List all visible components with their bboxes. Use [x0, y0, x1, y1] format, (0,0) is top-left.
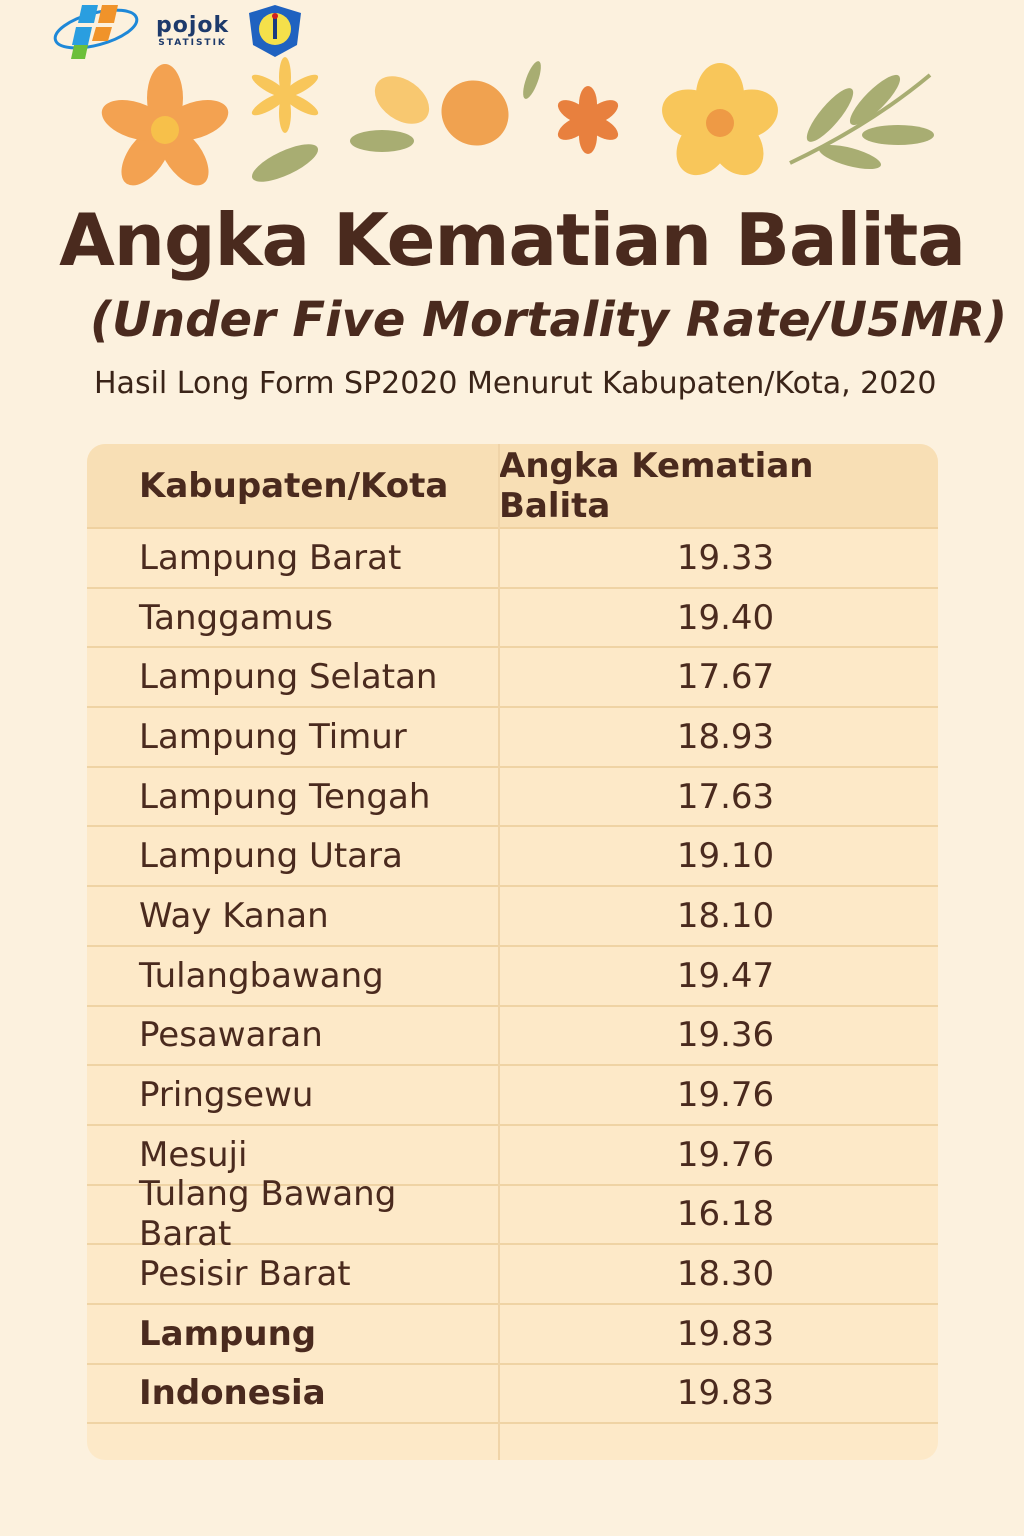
bps-logo	[53, 5, 139, 59]
table-row: Lampung Utara 19.10	[87, 827, 938, 888]
table-row: Lampung Selatan 17.67	[87, 648, 938, 709]
table-row: Lampung Barat 19.33	[87, 529, 938, 589]
mortality-value: 18.10	[676, 895, 775, 936]
region-name: Pringsewu	[139, 1075, 314, 1116]
pojok-statistik-logo: pojok STATISTIK	[156, 12, 230, 48]
table-row: Tulang Bawang Barat 16.18	[87, 1174, 938, 1254]
table-row: Tanggamus 19.40	[87, 589, 938, 649]
table-row: Lampung Timur 18.93	[87, 708, 938, 768]
statistik-text: STATISTIK	[158, 37, 227, 48]
floral-decoration	[101, 57, 934, 186]
region-name: Lampung Barat	[139, 537, 402, 578]
table-row: Lampung Tengah 17.63	[87, 768, 938, 828]
mortality-value: 19.36	[676, 1015, 775, 1056]
mortality-value: 19.40	[676, 597, 775, 638]
column-divider	[498, 444, 500, 1460]
header-region: Kabupaten/Kota	[139, 465, 449, 506]
mortality-value: 17.67	[676, 657, 775, 698]
table-row: Lampung 19.83	[87, 1305, 938, 1365]
mortality-table: Kabupaten/Kota Angka Kematian Balita Lam…	[87, 444, 938, 1460]
region-name: Lampung Timur	[139, 716, 407, 757]
mortality-value: 19.83	[676, 1313, 775, 1354]
region-name: Way Kanan	[139, 895, 329, 936]
logo-bar: pojok STATISTIK	[52, 0, 305, 62]
mortality-value: 17.63	[676, 776, 775, 817]
table-row: Tulangbawang 19.47	[87, 947, 938, 1007]
region-name: Mesuji	[139, 1134, 248, 1175]
region-name: Tulang Bawang Barat	[139, 1174, 397, 1255]
mortality-value: 16.18	[676, 1194, 775, 1235]
region-name: Pesawaran	[139, 1015, 323, 1056]
page-title: Angka Kematian Balita	[59, 198, 966, 282]
region-name: Tulangbawang	[139, 955, 384, 996]
region-name: Tanggamus	[139, 597, 333, 638]
page-subtitle: (Under Five Mortality Rate/U5MR)	[90, 292, 1008, 348]
table-row: Indonesia 19.83	[87, 1365, 938, 1425]
mortality-value: 19.10	[676, 836, 775, 877]
table-row: Pesawaran 19.36	[87, 1007, 938, 1067]
page-description: Hasil Long Form SP2020 Menurut Kabupaten…	[94, 366, 937, 401]
mortality-value: 18.93	[676, 716, 775, 757]
region-name: Pesisir Barat	[139, 1254, 351, 1295]
region-name: Lampung Utara	[139, 836, 403, 877]
mortality-value: 19.33	[676, 537, 775, 578]
table-row: Pesisir Barat 18.30	[87, 1245, 938, 1305]
pojok-text: pojok	[156, 12, 230, 38]
mortality-value: 18.30	[676, 1254, 775, 1295]
table-row: Way Kanan 18.10	[87, 887, 938, 947]
unila-logo	[249, 5, 302, 57]
region-name: Lampung	[139, 1313, 317, 1354]
header-value: Angka Kematian Balita	[499, 445, 814, 526]
table-row: Pringsewu 19.76	[87, 1066, 938, 1126]
table-header: Kabupaten/Kota Angka Kematian Balita	[87, 444, 938, 529]
mortality-value: 19.76	[676, 1075, 775, 1116]
mortality-value: 19.83	[676, 1373, 775, 1414]
mortality-value: 19.47	[676, 955, 775, 996]
region-name: Lampung Tengah	[139, 776, 431, 817]
region-name: Indonesia	[139, 1373, 326, 1414]
region-name: Lampung Selatan	[139, 657, 438, 698]
mortality-value: 19.76	[676, 1134, 775, 1175]
table-row: Mesuji 19.76	[87, 1126, 938, 1186]
